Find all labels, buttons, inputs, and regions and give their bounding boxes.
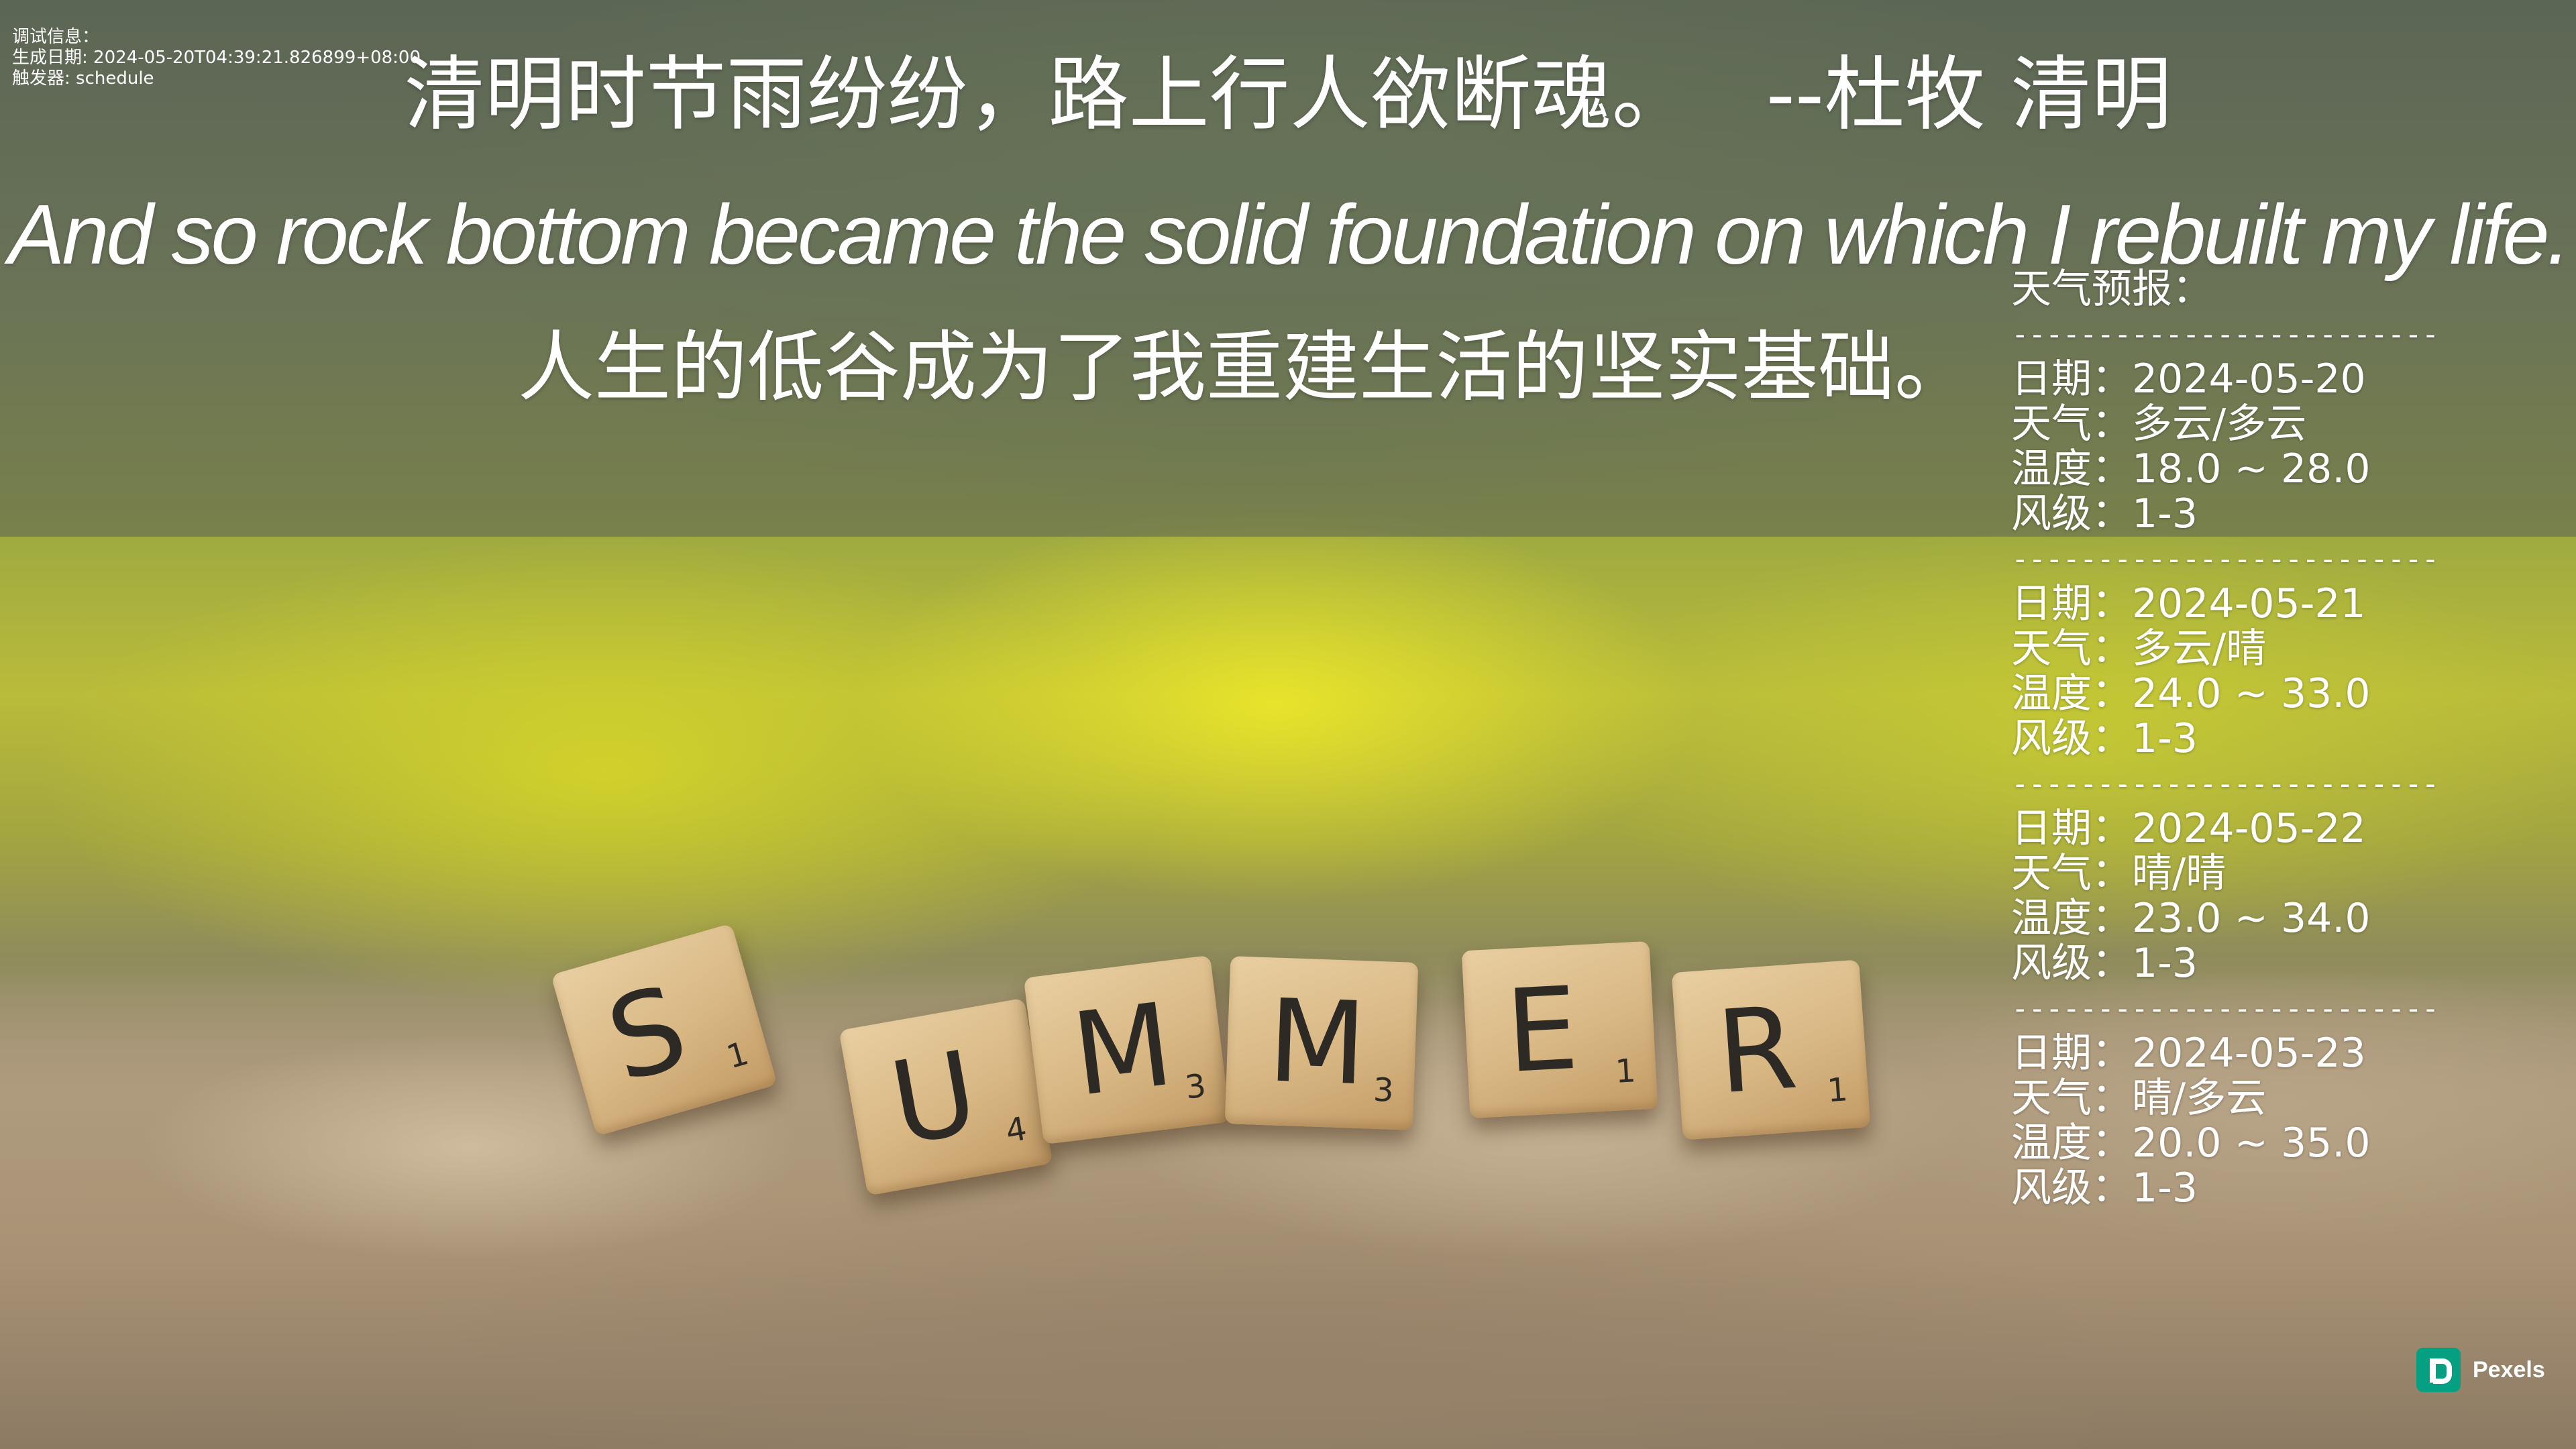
forecast-temperature: 温度：24.0 ~ 33.0 [2011, 670, 2371, 717]
separator: ---------------------------- [2011, 991, 2440, 1026]
forecast-weather: 天气：多云/晴 [2011, 625, 2267, 672]
forecast-weather: 天气：晴/多云 [2011, 1075, 2267, 1122]
forecast-wind: 风级：1-3 [2011, 715, 2198, 762]
weather-title: 天气预报： [2011, 266, 2212, 313]
tile-letter: M [1265, 975, 1369, 1112]
tile-letter: S [594, 961, 701, 1109]
tile-u: U 4 [839, 998, 1053, 1196]
tile-score: 1 [722, 1034, 753, 1077]
debug-title: 调试信息： [12, 27, 100, 47]
forecast-date: 日期：2024-05-22 [2011, 805, 2366, 852]
forecast-date: 日期：2024-05-23 [2011, 1030, 2366, 1077]
pexels-logo-icon [2416, 1348, 2461, 1392]
forecast-wind: 风级：1-3 [2011, 940, 2198, 987]
tile-r: R 1 [1671, 959, 1871, 1140]
debug-info: 调试信息： 生成日期: 2024-05-20T04:39:21.826899+0… [12, 27, 421, 89]
forecast-wind: 风级：1-3 [2011, 1165, 2198, 1212]
tile-score: 1 [1614, 1052, 1637, 1091]
debug-trigger: 触发器: schedule [12, 68, 154, 89]
forecast-wind: 风级：1-3 [2011, 490, 2198, 537]
tile-m2: M 3 [1224, 956, 1419, 1130]
pexels-watermark: Pexels [2416, 1347, 2545, 1393]
top-overlay-band [0, 0, 2576, 537]
english-quote: And so rock bottom became the solid foun… [8, 187, 2570, 282]
tile-letter: E [1502, 962, 1582, 1099]
poem-line: 清明时节雨纷纷，路上行人欲断魂。 --杜牧 清明 [0, 42, 2576, 149]
tile-score: 4 [1003, 1110, 1030, 1150]
forecast-weather: 天气：多云/多云 [2011, 400, 2307, 447]
tile-score: 3 [1373, 1071, 1395, 1110]
poem-author: --杜牧 清明 [1766, 48, 2172, 142]
weather-forecast-panel: 天气预报： ---------------------------- 日期：20… [2011, 267, 2440, 1211]
tile-letter: M [1065, 978, 1180, 1123]
poem-text: 清明时节雨纷纷，路上行人欲断魂。 [404, 48, 1693, 142]
tile-e: E 1 [1461, 941, 1658, 1119]
forecast-temperature: 温度：18.0 ~ 28.0 [2011, 445, 2371, 492]
forecast-temperature: 温度：20.0 ~ 35.0 [2011, 1120, 2371, 1167]
tile-score: 1 [1825, 1071, 1849, 1110]
tile-m1: M 3 [1023, 955, 1231, 1145]
separator: ---------------------------- [2011, 317, 2440, 352]
chinese-translation: 人生的低谷成为了我重建生活的坚实基础。 [517, 323, 1971, 412]
pexels-name: Pexels [2473, 1356, 2545, 1383]
tile-score: 3 [1183, 1067, 1208, 1107]
forecast-weather: 天气：晴/晴 [2011, 850, 2226, 897]
debug-generated-date: 生成日期: 2024-05-20T04:39:21.826899+08:00 [12, 48, 421, 68]
separator: ---------------------------- [2011, 542, 2440, 576]
tile-letter: R [1713, 981, 1801, 1120]
forecast-date: 日期：2024-05-21 [2011, 580, 2366, 627]
separator: ---------------------------- [2011, 767, 2440, 801]
tile-letter: U [881, 1026, 987, 1172]
forecast-date: 日期：2024-05-20 [2011, 356, 2366, 402]
forecast-temperature: 温度：23.0 ~ 34.0 [2011, 895, 2371, 942]
